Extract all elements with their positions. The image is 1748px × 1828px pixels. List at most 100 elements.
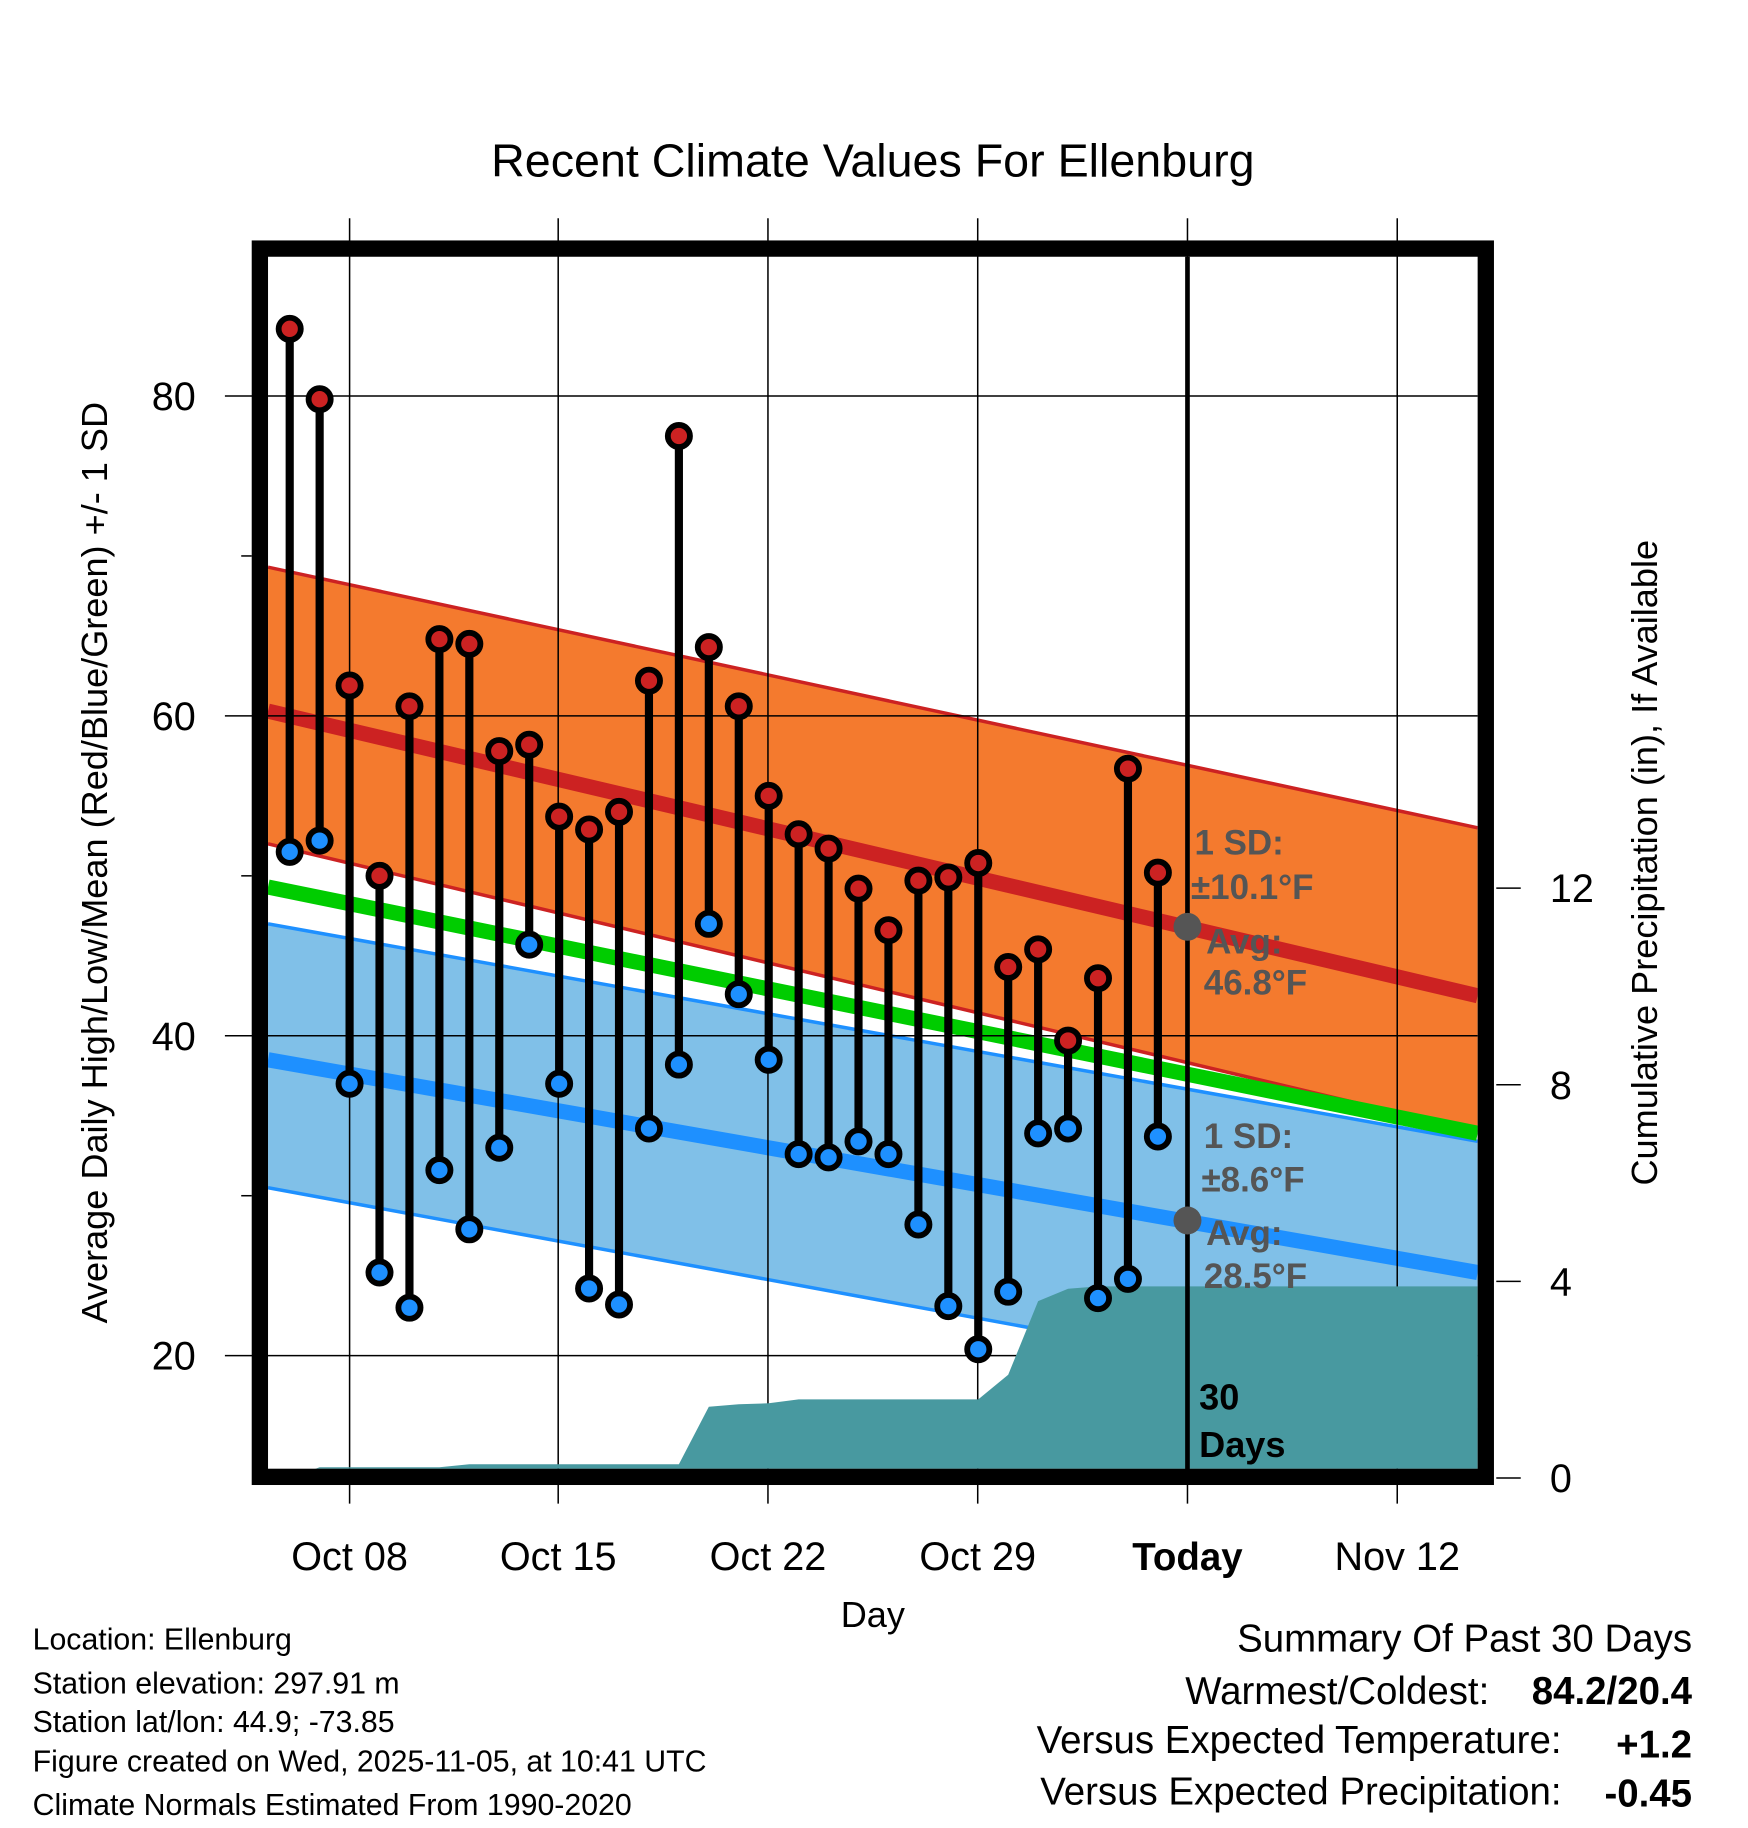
summary-precip-value: -0.45 <box>1604 1773 1692 1816</box>
info-latlon: Station lat/lon: 44.9; -73.85 <box>33 1706 395 1739</box>
low-avg-label: Avg: <box>1206 1214 1282 1253</box>
daily-high-point <box>1054 1026 1083 1055</box>
low-sd-value: ±8.6°F <box>1201 1160 1304 1199</box>
x-tick-label: Oct 22 <box>710 1535 827 1579</box>
info-elevation: Station elevation: 297.91 m <box>33 1668 400 1701</box>
high-avg-value: 46.8°F <box>1204 963 1307 1002</box>
x-tick-label: Oct 29 <box>919 1535 1036 1579</box>
daily-low-point <box>784 1140 813 1169</box>
daily-low-point <box>1084 1284 1112 1313</box>
daily-low-point <box>485 1133 514 1162</box>
daily-high-point <box>904 866 933 895</box>
daily-high-point <box>694 633 723 662</box>
daily-high-point <box>365 861 394 890</box>
summary-temp-label: Versus Expected Temperature: <box>1037 1719 1562 1762</box>
daily-low-point <box>395 1293 424 1322</box>
x-tick-label: Oct 08 <box>291 1535 408 1579</box>
daily-high-point <box>515 730 544 759</box>
y2-tick-label: 12 <box>1550 867 1594 911</box>
daily-low-point <box>515 930 544 959</box>
daily-low-point <box>874 1140 903 1169</box>
daily-high-point <box>724 692 753 721</box>
summary-warm-cold-label: Warmest/Coldest: <box>1185 1670 1489 1713</box>
daily-low-point <box>754 1045 783 1074</box>
daily-high-point <box>964 849 993 878</box>
x-tick-label: Nov 12 <box>1334 1535 1460 1579</box>
summary-precip-label: Versus Expected Precipitation: <box>1040 1770 1561 1813</box>
days-label-word: Days <box>1199 1424 1285 1465</box>
x-axis-label: Day <box>841 1594 905 1635</box>
daily-high-point <box>335 671 364 700</box>
daily-high-point <box>305 385 334 414</box>
daily-temperature-points <box>275 314 1172 1364</box>
x-tick-label: Today <box>1132 1536 1243 1579</box>
daily-high-point <box>754 781 783 810</box>
days-label-number: 30 <box>1199 1376 1239 1417</box>
high-sd-value: ±10.1°F <box>1191 868 1314 907</box>
precip-area-group <box>315 1286 1478 1469</box>
daily-high-point <box>994 953 1023 981</box>
info-location: Location: Ellenburg <box>33 1623 292 1656</box>
high-upper-sd-line <box>268 565 1478 830</box>
daily-low-point <box>934 1292 963 1321</box>
daily-high-point <box>575 815 604 844</box>
daily-low-point <box>455 1215 484 1244</box>
daily-high-point <box>605 797 633 826</box>
today-high-avg-marker <box>1173 912 1202 941</box>
daily-low-point <box>335 1069 364 1098</box>
daily-high-point <box>1024 935 1053 964</box>
summary-title: Summary Of Past 30 Days <box>1237 1618 1692 1661</box>
y-axis-label: Average Daily High/Low/Mean (Red/Blue/Gr… <box>74 402 115 1324</box>
y-tick-label: 20 <box>152 1335 196 1379</box>
daily-low-point <box>814 1143 843 1172</box>
daily-high-point <box>784 820 813 849</box>
x-tick-label: Oct 15 <box>500 1535 617 1579</box>
daily-high-point <box>1084 964 1112 993</box>
daily-high-point <box>934 863 963 892</box>
daily-low-point <box>634 1114 663 1143</box>
daily-high-point <box>664 422 693 450</box>
y2-axis-label: Cumulative Precipitation (in), If Availa… <box>1624 540 1665 1186</box>
daily-high-point <box>1143 858 1172 887</box>
daily-high-point <box>395 692 424 721</box>
daily-low-point <box>575 1274 604 1303</box>
summary-temp-value: +1.2 <box>1616 1724 1692 1767</box>
daily-low-point <box>1113 1264 1142 1293</box>
y-tick-label: 40 <box>152 1015 196 1059</box>
daily-high-point <box>1113 754 1142 783</box>
daily-low-point <box>994 1277 1023 1306</box>
low-sd-label: 1 SD: <box>1204 1117 1293 1156</box>
daily-low-point <box>425 1156 454 1185</box>
daily-high-point <box>455 629 484 658</box>
daily-low-point <box>275 837 304 866</box>
chart-title: Recent Climate Values For Ellenburg <box>491 134 1254 186</box>
daily-low-point <box>904 1210 933 1239</box>
y-tick-label: 60 <box>152 695 196 739</box>
low-avg-value: 28.5°F <box>1204 1257 1307 1296</box>
daily-low-point <box>694 909 723 938</box>
y2-tick-label: 4 <box>1550 1260 1572 1304</box>
plot-frame <box>251 240 1494 1486</box>
daily-high-point <box>814 834 843 863</box>
y-tick-label: 80 <box>152 375 196 419</box>
daily-low-point <box>545 1069 574 1098</box>
daily-low-point <box>1143 1122 1172 1151</box>
daily-high-point <box>634 666 663 695</box>
daily-low-point <box>844 1127 873 1156</box>
summary-warm-cold-value: 84.2/20.4 <box>1532 1670 1693 1713</box>
high-avg-label: Avg: <box>1206 923 1282 962</box>
daily-high-point <box>874 916 903 945</box>
y2-tick-label: 0 <box>1550 1457 1572 1501</box>
daily-low-point <box>724 980 753 1009</box>
daily-high-point <box>425 625 454 654</box>
daily-low-point <box>365 1258 394 1287</box>
daily-low-point <box>605 1290 633 1319</box>
info-normals: Climate Normals Estimated From 1990-2020 <box>33 1789 632 1822</box>
high-sd-label: 1 SD: <box>1194 824 1283 863</box>
info-created: Figure created on Wed, 2025-11-05, at 10… <box>33 1746 707 1779</box>
daily-low-point <box>1054 1114 1083 1143</box>
y2-tick-label: 8 <box>1550 1064 1572 1108</box>
precip-area <box>315 1286 1478 1469</box>
axis-ticks: Oct 08 Oct 15 Oct 22 Oct 29 Today Nov 1220406… <box>152 375 1594 1579</box>
